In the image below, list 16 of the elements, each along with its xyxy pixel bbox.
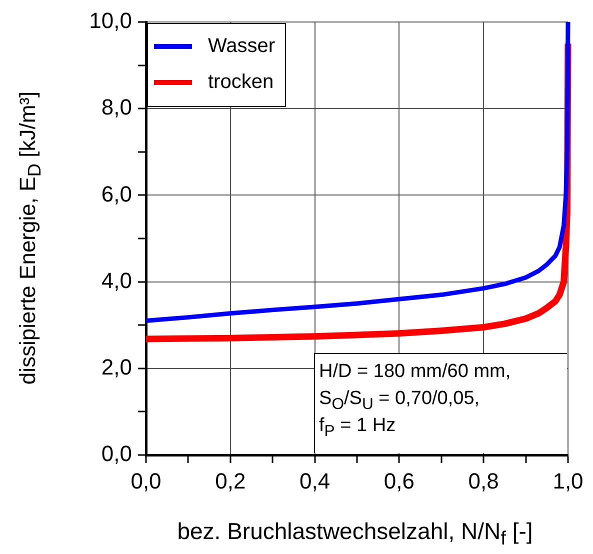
text-box: H/D = 180 mm/60 mm, S$_{O}$/S$_{U}$ = 0,70/0,05, f$_{P}$ = 1 Hz xyxy=(314,353,567,453)
y-tick-label: 10,0 xyxy=(89,8,132,34)
x-tick-label: 0,8 xyxy=(468,468,499,494)
y-tick-label: 6,0 xyxy=(101,181,132,206)
y-tick-label: 8,0 xyxy=(101,94,132,120)
x-tick-label: 0,0 xyxy=(130,468,162,494)
x-tick-label: 0,2 xyxy=(215,468,246,494)
legend-label: trocken xyxy=(208,70,274,94)
legend-label: Wasser xyxy=(208,34,276,58)
x-axis-title: bez. Bruchlastwechselzahl, N/N$_{f}$ [-] xyxy=(176,518,534,550)
y-tick-label: 0,0 xyxy=(101,441,132,466)
x-tick-label: 1,0 xyxy=(552,468,584,494)
y-tick-label: 4,0 xyxy=(101,268,132,293)
x-tick-label: 0,4 xyxy=(300,468,330,494)
y-tick-label: 2,0 xyxy=(101,354,132,380)
x-tick-label: 0,6 xyxy=(384,468,414,494)
